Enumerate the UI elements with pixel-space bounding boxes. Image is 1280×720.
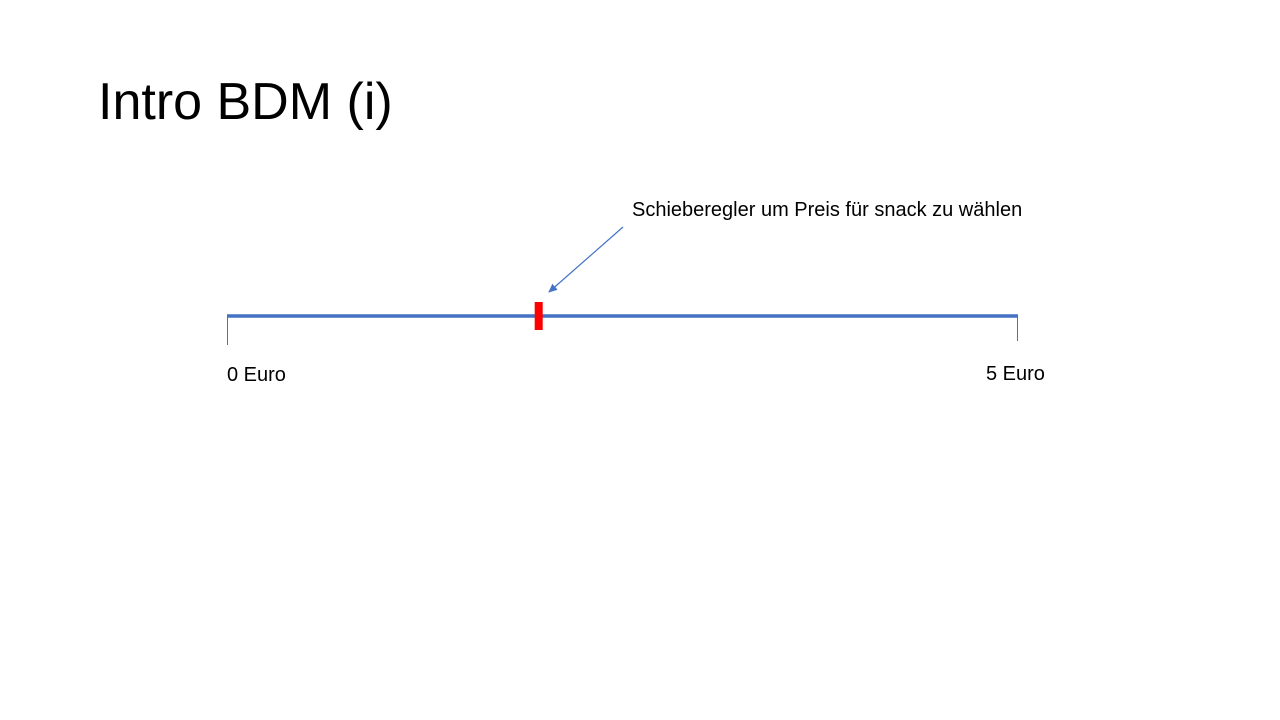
annotation-arrow — [548, 226, 624, 293]
slider-annotation-label: Schieberegler um Preis für snack zu wähl… — [632, 199, 1023, 221]
slider-max-label: 5 Euro — [986, 363, 1045, 385]
slide-title: Intro BDM (i) — [98, 73, 393, 131]
slider-min-label: 0 Euro — [227, 364, 286, 386]
slider-thumb[interactable] — [534, 302, 543, 330]
